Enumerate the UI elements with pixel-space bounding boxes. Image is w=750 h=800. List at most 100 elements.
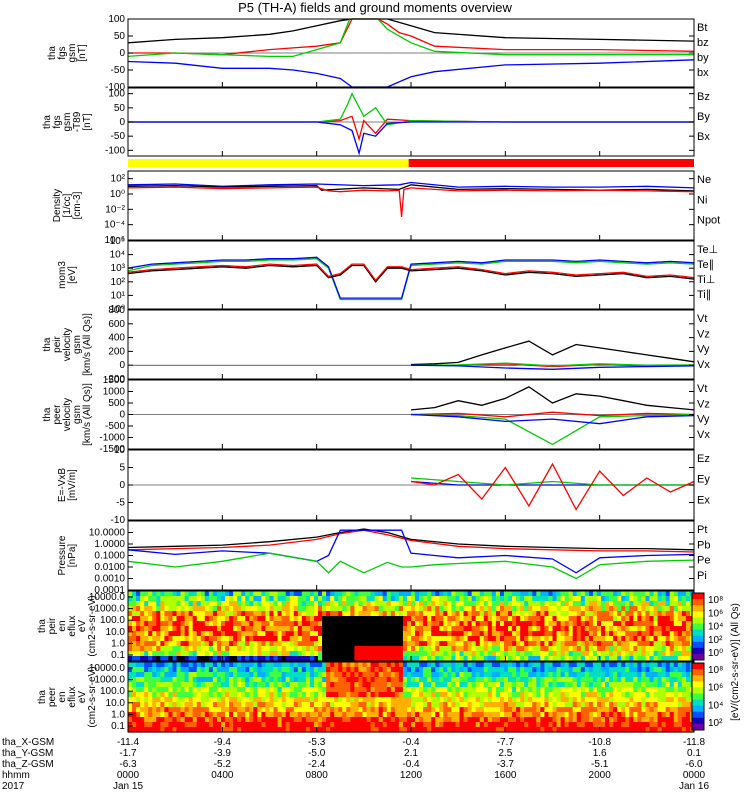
spectrogram-cell [524, 677, 529, 683]
spectrogram-cell [499, 687, 505, 693]
spectrogram-cell [208, 662, 214, 668]
spectrogram-cell [208, 621, 214, 627]
spectrogram-cell [471, 682, 477, 688]
spectrogram-cell [495, 672, 501, 678]
spectrogram-cell [184, 712, 190, 718]
spectrogram-cell [128, 662, 133, 668]
spectrogram-cell [621, 692, 626, 698]
spectrogram-cell [435, 692, 440, 698]
spectrogram-cell [386, 616, 392, 622]
spectrogram-cell [649, 611, 655, 617]
spectrogram-cell [176, 611, 182, 617]
y-tick-label: 1000.0 [94, 604, 125, 615]
spectrogram-cell [225, 591, 230, 597]
spectrogram-cell [192, 667, 198, 673]
spectrogram-cell [168, 596, 174, 602]
spectrogram-cell [398, 596, 404, 602]
spectrogram-cell [495, 596, 501, 602]
spectrogram-cell [576, 707, 582, 713]
spectrogram-cell [427, 591, 432, 597]
spectrogram-cell [592, 616, 598, 622]
spectrogram-cell [503, 641, 509, 647]
spectrogram-cell [572, 656, 578, 662]
spectrogram-cell [681, 722, 687, 728]
spectrogram-cell [390, 722, 396, 728]
spectrogram-cell [564, 727, 570, 733]
spectrogram-cell [313, 606, 319, 612]
spectrogram-cell [601, 717, 606, 723]
spectrogram-cell [326, 596, 331, 602]
spectrogram-cell [297, 641, 303, 647]
spectrogram-cell [350, 712, 355, 718]
spectrogram-cell [285, 702, 291, 708]
spectrogram-cell [152, 707, 157, 713]
spectrogram-cell [164, 672, 170, 678]
colorbar-swatch [692, 675, 704, 682]
spectrogram-cell [188, 717, 194, 723]
spectrogram-cell [164, 591, 170, 597]
spectrogram-cell [617, 712, 622, 718]
spectrogram-cell [475, 687, 481, 693]
spectrogram-cell [584, 616, 590, 622]
spectrogram-cell [309, 692, 315, 698]
spectrogram-cell [140, 596, 145, 602]
spectrogram-cell [588, 677, 594, 683]
spectrogram-cell [677, 722, 683, 728]
spectrogram-cell [641, 722, 647, 728]
spectrogram-cell [354, 646, 360, 652]
spectrogram-cell [677, 601, 683, 607]
spectrogram-cell [293, 596, 299, 602]
spectrogram-cell [419, 687, 424, 693]
spectrogram-cell [172, 727, 178, 733]
spectrogram-cell [390, 606, 396, 612]
spectrogram-cell [338, 727, 343, 733]
y-tick-label: 10⁻² [105, 204, 125, 215]
spectrogram-cell [483, 636, 489, 642]
spectrogram-cell [479, 712, 485, 718]
spectrogram-cell [459, 631, 465, 637]
spectrogram-cell [140, 697, 145, 703]
spectrogram-cell [499, 672, 505, 678]
spectrogram-cell [265, 677, 271, 683]
spectrogram-cell [435, 702, 440, 708]
spectrogram-cell [495, 631, 501, 637]
spectrogram-cell [350, 601, 355, 607]
spectrogram-cell [657, 667, 663, 673]
spectrogram-cell [637, 656, 643, 662]
spectrogram-cell [128, 621, 133, 627]
spectrogram-cell [548, 727, 554, 733]
panel-peervel: tha peer velocity gsm [km/s (All Qs)]1500100… [42, 375, 710, 455]
y-axis-label: mom3 [57, 261, 68, 289]
spectrogram-cell [390, 672, 396, 678]
spectrogram-cell [483, 672, 489, 678]
spectrogram-cell [176, 717, 182, 723]
spectrogram-cell [540, 712, 546, 718]
spectrogram-cell [245, 677, 250, 683]
spectrogram-cell [548, 621, 554, 627]
spectrogram-cell [625, 727, 630, 733]
spectrogram-cell [576, 702, 582, 708]
spectrogram-cell [208, 692, 214, 698]
spectrogram-cell [499, 636, 505, 642]
spectrogram-cell [277, 662, 283, 668]
spectrogram-cell [233, 697, 238, 703]
spectrogram-cell [305, 687, 311, 693]
spectrogram-cell [645, 722, 651, 728]
spectrogram-cell [443, 677, 448, 683]
spectrogram-cell [463, 636, 469, 642]
spectrogram-cell [156, 591, 161, 597]
spectrogram-cell [479, 591, 485, 597]
spectrogram-cell [289, 682, 295, 688]
spectrogram-cell [220, 601, 226, 607]
x-row-value: Jan 15 [113, 781, 143, 792]
spectrogram-cell [455, 601, 461, 607]
spectrogram-cell [427, 656, 432, 662]
spectrogram-cell [609, 646, 614, 652]
spectrogram-cell [362, 631, 368, 637]
spectrogram-cell [318, 702, 323, 708]
colorbar-swatch [692, 623, 704, 631]
spectrogram-cell [621, 697, 626, 703]
spectrogram-cell [556, 626, 562, 632]
spectrogram-cell [326, 651, 331, 657]
spectrogram-cell [544, 636, 550, 642]
